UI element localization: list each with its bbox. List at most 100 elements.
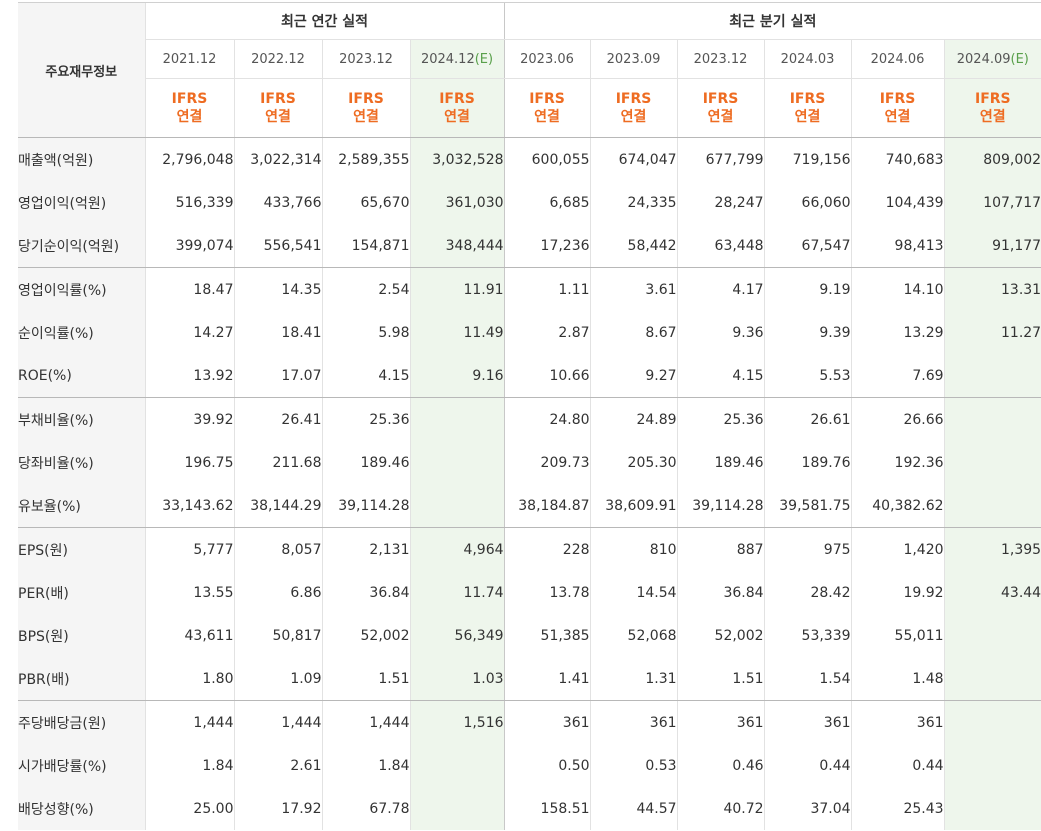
metric-value: 52,002 [676,614,765,657]
metric-value: 51,385 [503,614,591,657]
metric-value: 809,002 [943,137,1041,181]
metric-value: 1.11 [503,267,591,311]
metric-value: 1.54 [763,657,852,701]
accounting-basis: IFRS 연결 [321,78,410,138]
metric-value: 674,047 [589,137,678,181]
basis-standard: IFRS [529,91,565,107]
metric-value: 52,068 [589,614,678,657]
metric-value: 211.68 [233,441,322,484]
metric-value: 28.42 [763,571,852,614]
metric-value: 1.51 [321,657,410,701]
metric-value: 0.46 [676,744,765,787]
metric-value: 28,247 [676,181,765,224]
metric-value: 65,670 [321,181,410,224]
metric-value [409,441,505,484]
metric-value: 433,766 [233,181,322,224]
metric-value: 36.84 [676,571,765,614]
metric-value: 1,395 [943,527,1041,571]
metric-value: 24.80 [503,397,591,441]
metric-value: 1,444 [233,700,322,744]
metric-value: 2,131 [321,527,410,571]
basis-standard: IFRS [789,91,826,107]
period-header: 2024.06 [850,39,945,79]
metric-value: 740,683 [850,137,945,181]
period-header: 2024.03 [763,39,852,79]
metric-value: 10.66 [503,354,591,398]
table-row: 시가배당률(%) 1.84 2.61 1.84 0.50 0.53 0.46 0.44 0.44 [18,744,1041,787]
basis-standard: IFRS [439,91,475,107]
metric-value: 4.15 [676,354,765,398]
basis-standard: IFRS [171,91,208,107]
metric-value [943,657,1041,701]
metric-label: BPS(원) [18,614,145,657]
table-row: BPS(원) 43,611 50,817 52,002 56,349 51,385 52,0… [18,614,1041,657]
period-header: 2024.09(E) [943,39,1041,79]
metric-value: 44.57 [589,787,678,830]
basis-consolidation: 연결 [794,109,821,125]
basis-consolidation: 연결 [979,109,1006,125]
metric-value: 3,032,528 [409,137,505,181]
metric-label: 배당성향(%) [18,787,145,830]
metric-value: 91,177 [943,224,1041,268]
metric-value: 2.54 [321,267,410,311]
accounting-basis: IFRS 연결 [144,78,234,138]
metric-label: EPS(원) [18,527,145,571]
metric-value: 55,011 [850,614,945,657]
metric-value: 189.46 [676,441,765,484]
accounting-basis: IFRS 연결 [763,78,852,138]
metric-value: 6,685 [503,181,591,224]
table-row: PER(배) 13.55 6.86 36.84 11.74 13.78 14.54 36.84… [18,571,1041,614]
metric-value: 18.41 [233,311,322,354]
metric-value: 11.49 [409,311,505,354]
metric-value: 13.78 [503,571,591,614]
metric-value: 8.67 [589,311,678,354]
period-label: 2024.06 [870,51,925,67]
accounting-basis: IFRS 연결 [589,78,678,138]
metric-value: 361 [503,700,591,744]
metric-label: 부채비율(%) [18,397,145,441]
metric-value: 25.36 [676,397,765,441]
basis-standard: IFRS [879,91,916,107]
metric-value: 14.10 [850,267,945,311]
metric-value: 361,030 [409,181,505,224]
metric-value: 158.51 [503,787,591,830]
period-label: 2024.03 [780,51,835,67]
metric-value: 11.91 [409,267,505,311]
metric-value: 2,589,355 [321,137,410,181]
accounting-basis: IFRS 연결 [233,78,322,138]
metric-value: 38,609.91 [589,484,678,528]
accounting-basis: IFRS 연결 [850,78,945,138]
metric-value: 975 [763,527,852,571]
period-label: 2022.12 [251,51,305,67]
metric-value: 25.43 [850,787,945,830]
table-row: 주당배당금(원) 1,444 1,444 1,444 1,516 361 361 361 361… [18,700,1041,744]
annual-section-header: 최근 연간 실적 [144,2,505,40]
period-label: 2024.12 [420,51,475,67]
metric-value: 5.98 [321,311,410,354]
metric-value: 67.78 [321,787,410,830]
metric-value: 361 [589,700,678,744]
metric-value [409,744,505,787]
metric-label: 영업이익률(%) [18,267,145,311]
metric-value [943,354,1041,398]
metric-label: PER(배) [18,571,145,614]
metric-value: 37.04 [763,787,852,830]
basis-consolidation: 연결 [444,109,470,125]
period-label: 2021.12 [162,51,217,67]
metric-value: 9.16 [409,354,505,398]
metric-value: 196.75 [144,441,234,484]
basis-consolidation: 연결 [265,109,291,125]
metric-value [409,787,505,830]
metric-label: 매출액(억원) [18,137,145,181]
period-label: 2023.12 [693,51,748,67]
metric-value: 3.61 [589,267,678,311]
metric-value: 13.31 [943,267,1041,311]
metric-value: 4.17 [676,267,765,311]
period-header: 2024.12(E) [409,39,505,79]
metric-value: 40.72 [676,787,765,830]
metric-value: 13.55 [144,571,234,614]
metric-value: 24,335 [589,181,678,224]
metric-value: 399,074 [144,224,234,268]
metric-value: 4,964 [409,527,505,571]
metric-label: 순이익률(%) [18,311,145,354]
